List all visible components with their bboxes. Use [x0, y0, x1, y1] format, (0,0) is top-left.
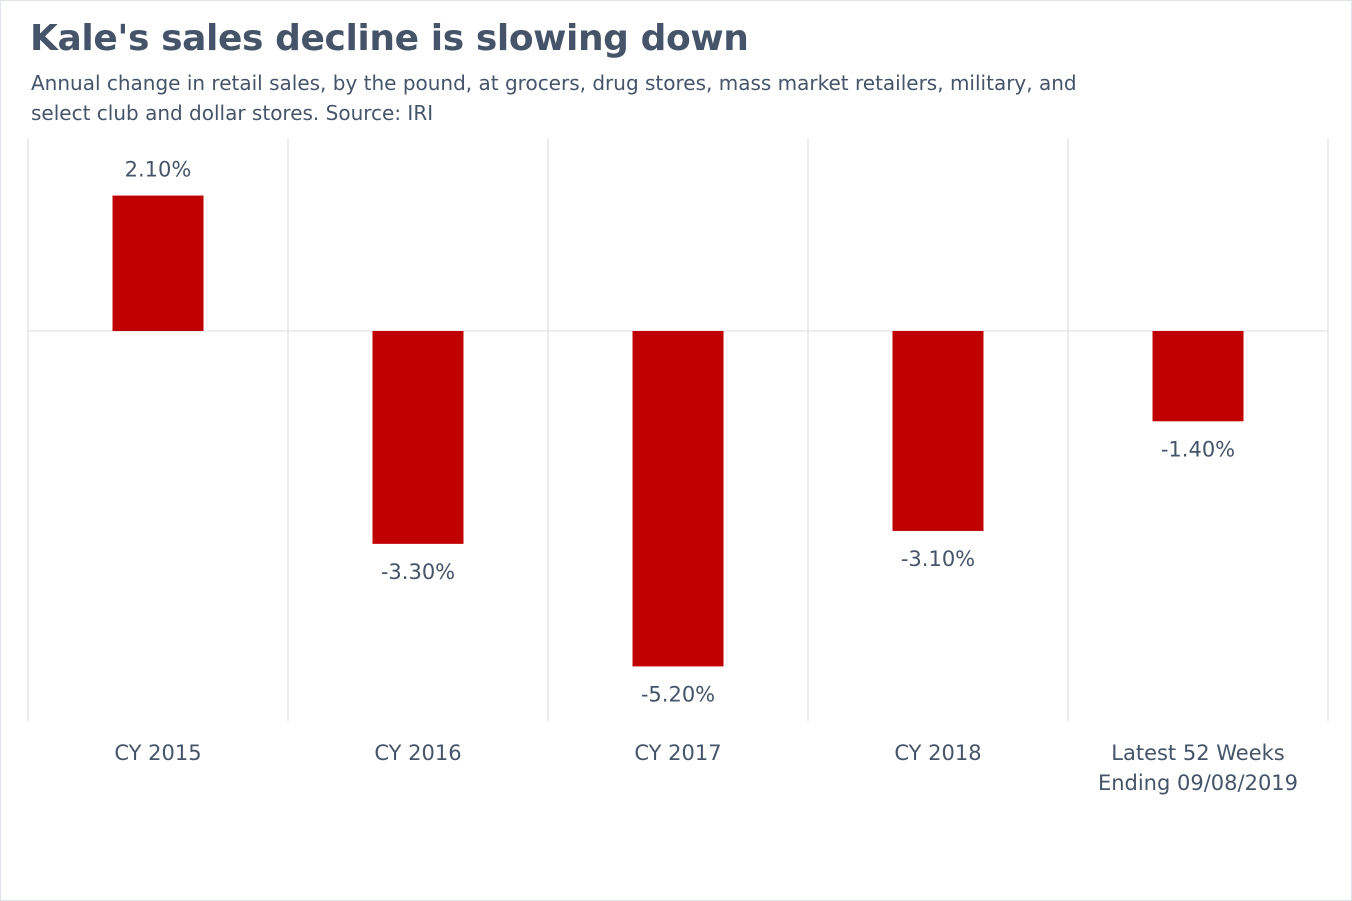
- bar-layer: [112, 195, 1244, 667]
- data-label: 2.10%: [125, 158, 192, 182]
- x-tick-label: CY 2015: [114, 741, 201, 765]
- bar: [112, 195, 204, 331]
- x-tick-label: Ending 09/08/2019: [1098, 771, 1298, 795]
- label-layer: 2.10% -3.30% -5.20% -3.10% -1.40%: [125, 158, 1236, 707]
- bar: [892, 331, 984, 531]
- chart-title: Kale's sales decline is slowing down: [30, 18, 749, 59]
- grid-layer: [27, 138, 1329, 721]
- bar: [632, 331, 724, 667]
- data-label: -1.40%: [1161, 437, 1235, 461]
- x-tick-label: Latest 52 Weeks: [1111, 741, 1284, 765]
- x-tick-label: CY 2016: [374, 741, 461, 765]
- bar: [372, 331, 464, 544]
- data-label: -3.30%: [381, 560, 455, 584]
- data-label: -3.10%: [901, 547, 975, 571]
- tick-layer: CY 2015 CY 2016 CY 2017 CY 2018 Latest 52 We…: [114, 741, 1298, 795]
- bar: [1152, 331, 1244, 422]
- x-tick-label: CY 2017: [634, 741, 721, 765]
- chart-subtitle: Annual change in retail sales, by the po…: [31, 71, 1077, 125]
- data-label: -5.20%: [641, 682, 715, 706]
- x-tick-label: CY 2018: [894, 741, 981, 765]
